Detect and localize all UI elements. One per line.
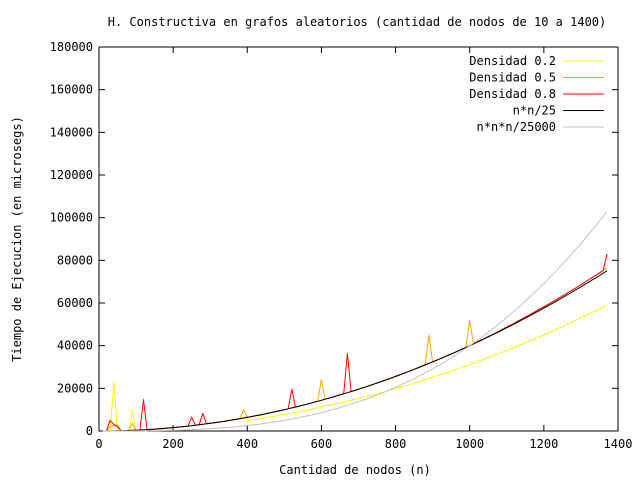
series-line-densidad-0-5 — [102, 267, 608, 432]
y-tick-label: 80000 — [57, 253, 93, 267]
x-tick-label: 800 — [385, 437, 407, 451]
y-axis: 0 20000 40000 60000 80000 100000 120000 140000 1… — [50, 40, 618, 438]
x-tick-label: 1000 — [455, 437, 484, 451]
y-tick-label: 100000 — [50, 211, 93, 225]
y-tick-label: 60000 — [57, 296, 93, 310]
y-tick-label: 20000 — [57, 381, 93, 395]
legend-label-densidad-0-2: Densidad 0.2 — [469, 54, 556, 68]
y-tick-label: 180000 — [50, 40, 93, 54]
series-line-n-n-25 — [102, 270, 608, 432]
legend: Densidad 0.2 Densidad 0.5 Densidad 0.8 n*n/… — [469, 54, 604, 134]
y-tick-label: 0 — [86, 424, 93, 438]
legend-label-n-n-n-25000: n*n*n/25000 — [477, 120, 556, 134]
legend-label-densidad-0-5: Densidad 0.5 — [469, 71, 556, 85]
y-tick-label: 160000 — [50, 83, 93, 97]
series-line-densidad-0-8 — [102, 253, 608, 432]
legend-label-n-n-25: n*n/25 — [513, 104, 556, 118]
x-axis: 0 200 400 600 800 1000 1200 1400 — [95, 47, 632, 451]
y-tick-label: 120000 — [50, 168, 93, 182]
x-axis-label: Cantidad de nodos (n) — [279, 463, 431, 477]
x-tick-label: 1400 — [604, 437, 633, 451]
x-tick-label: 0 — [95, 437, 102, 451]
chart-title: H. Constructiva en grafos aleatorios (ca… — [108, 15, 607, 29]
y-tick-label: 140000 — [50, 125, 93, 139]
y-axis-label: Tiempo de Ejecucion (en microsegs) — [10, 116, 24, 362]
legend-label-densidad-0-8: Densidad 0.8 — [469, 87, 556, 101]
series-group — [102, 211, 608, 432]
x-tick-label: 400 — [236, 437, 258, 451]
plot-frame — [98, 46, 619, 432]
series-line-n-n-n-25000 — [102, 211, 608, 432]
x-tick-label: 1200 — [529, 437, 558, 451]
x-tick-label: 600 — [311, 437, 333, 451]
series-line-densidad-0-2 — [102, 304, 608, 432]
y-tick-label: 40000 — [57, 339, 93, 353]
x-tick-label: 200 — [162, 437, 184, 451]
